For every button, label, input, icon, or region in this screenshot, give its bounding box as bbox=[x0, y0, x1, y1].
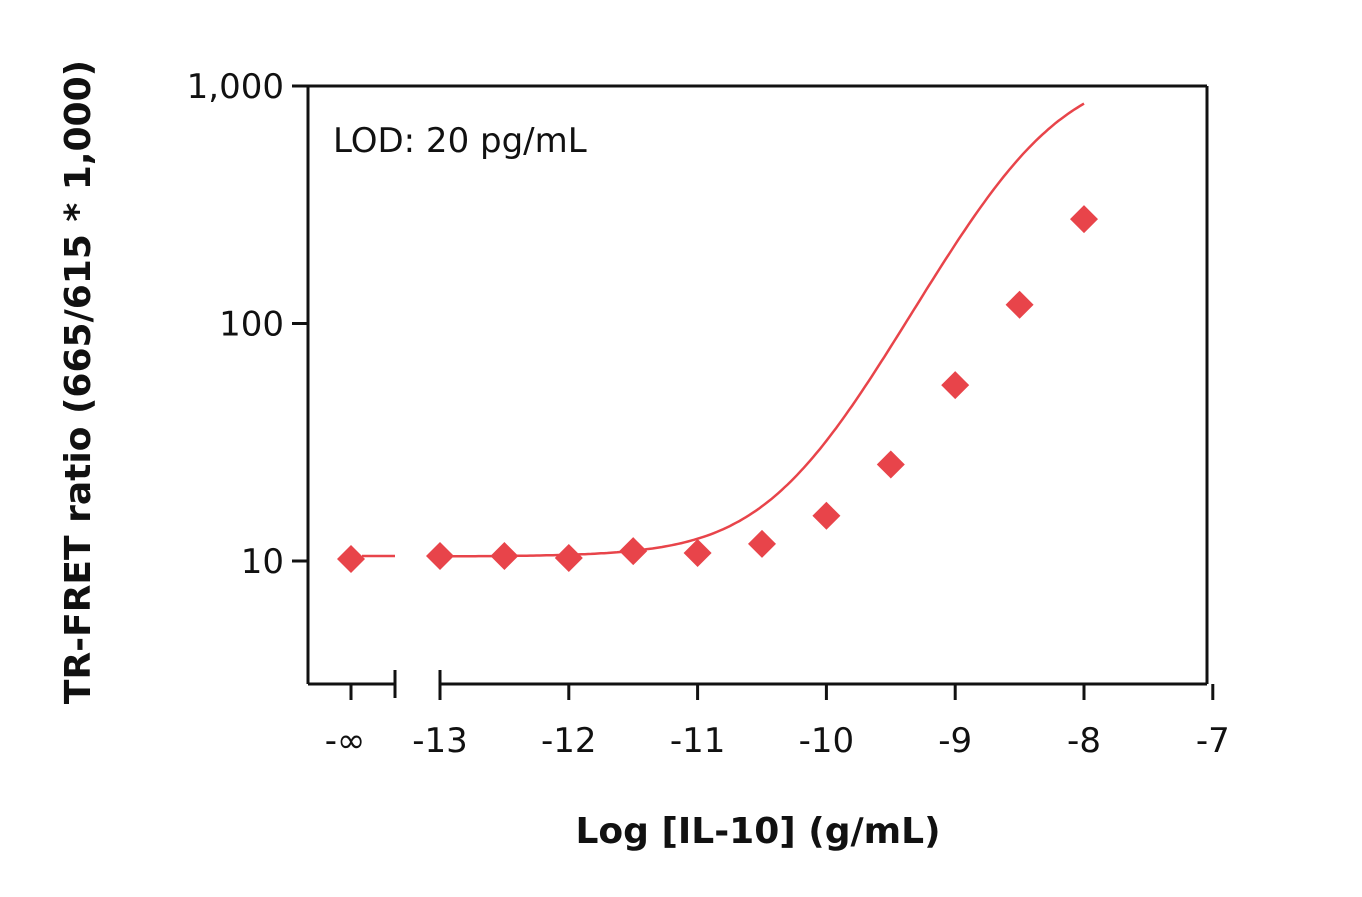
y-tick-label: 1,000 bbox=[187, 67, 284, 107]
fit-curve bbox=[440, 102, 1085, 558]
x-tick-label: -10 bbox=[799, 721, 855, 761]
data-point bbox=[876, 450, 905, 479]
lod-annotation: LOD: 20 pg/mL bbox=[333, 121, 587, 161]
data-point bbox=[1005, 290, 1034, 319]
data-point bbox=[683, 539, 712, 568]
data-point bbox=[812, 501, 841, 530]
data-point bbox=[619, 537, 648, 566]
data-point-zero bbox=[337, 544, 365, 573]
data-point bbox=[554, 543, 583, 572]
x-axis-title: Log [IL-10] (g/mL) bbox=[575, 811, 940, 852]
x-tick-label: -12 bbox=[541, 721, 597, 761]
data-markers bbox=[337, 205, 1098, 573]
y-tick-label: 10 bbox=[241, 542, 284, 582]
x-tick-label: -8 bbox=[1067, 721, 1101, 761]
x-axis: -∞ -13 -12 -11 -10 -9 -8 -7 bbox=[325, 684, 1230, 761]
data-point bbox=[748, 529, 776, 558]
data-point bbox=[490, 541, 519, 570]
y-axis: 10 100 1,000 bbox=[187, 67, 308, 582]
data-point bbox=[1070, 205, 1098, 234]
x-tick-label: -11 bbox=[670, 721, 726, 761]
data-point bbox=[426, 541, 454, 570]
data-point bbox=[941, 371, 970, 400]
plot-frame bbox=[306, 84, 1209, 698]
x-tick-label: -9 bbox=[938, 721, 972, 761]
x-tick-label: -13 bbox=[412, 721, 468, 761]
x-tick-label: -7 bbox=[1196, 721, 1230, 761]
x-tick-label-break: -∞ bbox=[325, 721, 366, 761]
fit-curve-group bbox=[362, 102, 1085, 558]
y-axis-title: TR-FRET ratio (665/615 * 1,000) bbox=[58, 60, 99, 704]
y-tick-label: 100 bbox=[219, 305, 284, 345]
